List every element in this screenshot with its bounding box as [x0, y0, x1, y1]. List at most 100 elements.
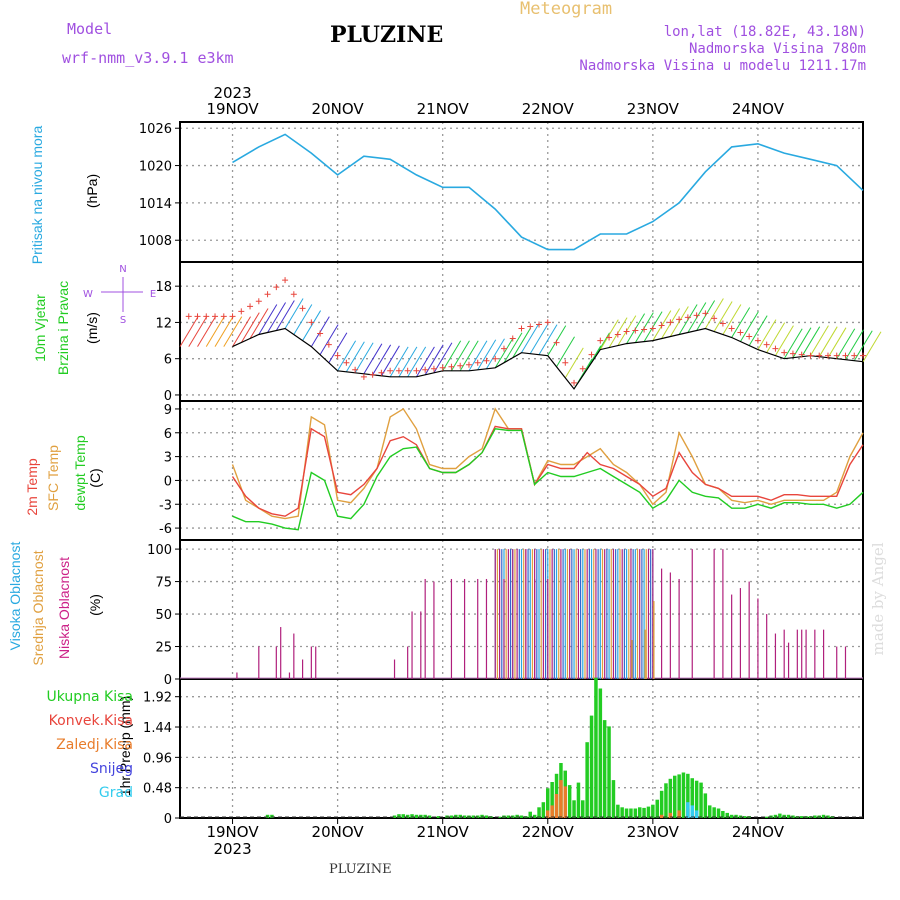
wind-gust-mark: [579, 365, 586, 372]
wind-barb: [538, 324, 558, 355]
wind-gust-mark: [369, 371, 376, 378]
wind-barb: [275, 300, 295, 331]
wind-gust-mark: [851, 352, 858, 359]
y-tick-label: 6: [164, 353, 172, 368]
precip-total-bar: [602, 720, 607, 818]
precip-total-bar: [405, 814, 410, 818]
precip-total-bar: [813, 815, 817, 818]
compass-n: N: [119, 264, 126, 275]
wind-barb: [845, 329, 864, 360]
wind-gust-mark: [606, 334, 613, 341]
wind-gust-mark: [719, 320, 726, 327]
wind-compass: N S W E: [83, 264, 156, 326]
precip-total-bar: [668, 778, 673, 818]
panel-frame: [179, 400, 864, 541]
panel-precip: 0 0.48 0.96 1.44 1.92: [143, 678, 864, 827]
precip-convective-bar: [659, 814, 664, 818]
wind-barb: [389, 346, 409, 378]
wind-gust-mark: [238, 308, 245, 315]
model-label: Model: [67, 20, 113, 38]
wind-gust-mark: [562, 359, 569, 366]
wind-barb: [739, 311, 759, 342]
precip-total-bar: [589, 715, 594, 818]
precip-total-bar: [699, 782, 703, 818]
wind-barb: [494, 337, 514, 369]
wind-gust-markers: [185, 277, 866, 386]
precip-total-bar: [484, 815, 489, 818]
precip-total-bar: [764, 816, 769, 818]
precip-total-bar: [821, 814, 826, 818]
y-tick-label: 50: [155, 608, 172, 623]
wind-gust-mark: [422, 366, 429, 373]
wind-gust-mark: [457, 362, 464, 369]
wind-barb: [503, 332, 523, 363]
precip-total-bar: [397, 814, 401, 818]
precip-total-bar: [410, 814, 414, 818]
wind-gust-mark: [649, 325, 656, 332]
y-tick-label: 12: [155, 316, 172, 331]
wind-gust-mark: [614, 331, 621, 338]
y-tick-label: 0: [164, 673, 172, 688]
precip-total-bar: [646, 806, 651, 818]
panel-cloud: 0 25 50 75 100: [147, 539, 864, 688]
wind-barb: [801, 326, 821, 357]
precip-total-bar: [550, 782, 554, 818]
precip-snow-bar: [690, 805, 694, 818]
wind-gust-mark: [632, 327, 639, 334]
wind-gust-mark: [658, 322, 665, 329]
wind-barb: [704, 298, 724, 329]
wind-gust-mark: [430, 365, 437, 372]
wind-barb: [766, 322, 786, 353]
y-tick-label: 0: [164, 389, 172, 404]
model-name: wrf-nmm_v3.9.1 e3km: [62, 49, 234, 67]
y-tick-label: 100: [147, 543, 172, 558]
wind-gust-mark: [807, 352, 814, 359]
wind-barb: [775, 325, 794, 356]
wind-gust-mark: [728, 325, 735, 332]
precip-total-bar: [778, 813, 782, 818]
precip-total-bar: [703, 793, 708, 818]
wind-barb: [827, 327, 847, 358]
precip-total-bar: [532, 814, 537, 818]
precip-snow-bar: [686, 802, 690, 818]
day-label-top: 24NOV: [732, 100, 785, 118]
panel-frame: [179, 121, 864, 263]
wind-gust-mark: [378, 369, 385, 376]
wind-gust-mark: [264, 291, 271, 298]
y-tick-label: 6: [164, 427, 172, 442]
wind-barb: [713, 301, 733, 332]
precip-total-bar: [716, 808, 721, 818]
model-altitude: Nadmorska Visina u modelu 1211.17m: [579, 58, 866, 74]
precip-legend-3: Zaledj.Kisa: [56, 737, 133, 753]
precip-total-bar: [419, 814, 423, 818]
precip-bars: [180, 677, 863, 819]
precip-total-bar: [729, 814, 734, 818]
wind-speed-line: [232, 327, 864, 390]
day-label-bottom: 22NOV: [522, 823, 575, 841]
y-tick-label: 3: [164, 451, 172, 466]
precip-total-bar: [436, 816, 441, 818]
wind-barb: [188, 316, 208, 347]
precip-total-bar: [677, 774, 681, 818]
wind-gust-mark: [282, 277, 289, 284]
precip-total-bar: [616, 804, 620, 818]
wind-barb: [818, 326, 838, 357]
wind-barb: [214, 316, 234, 347]
wind-gust-mark: [247, 303, 254, 310]
precip-total-bar: [471, 815, 476, 818]
wind-gust-mark: [290, 291, 297, 298]
wind-gust-mark: [404, 367, 411, 374]
wind-barb: [319, 324, 339, 355]
wind-gust-mark: [465, 361, 472, 368]
wind-gust-mark: [781, 349, 788, 356]
precip-total-bar: [642, 807, 646, 818]
precip-total-bar: [629, 808, 633, 818]
day-label-top: 22NOV: [522, 100, 575, 118]
precip-total-bar: [620, 807, 624, 818]
altitude: Nadmorska Visina 780m: [688, 41, 866, 57]
wind-gust-mark: [483, 357, 490, 364]
wind-gust-mark: [571, 379, 578, 386]
wind-barb: [232, 316, 251, 347]
precip-legend-1: Ukupna Kisa: [46, 689, 133, 705]
precip-total-bar: [401, 814, 405, 818]
